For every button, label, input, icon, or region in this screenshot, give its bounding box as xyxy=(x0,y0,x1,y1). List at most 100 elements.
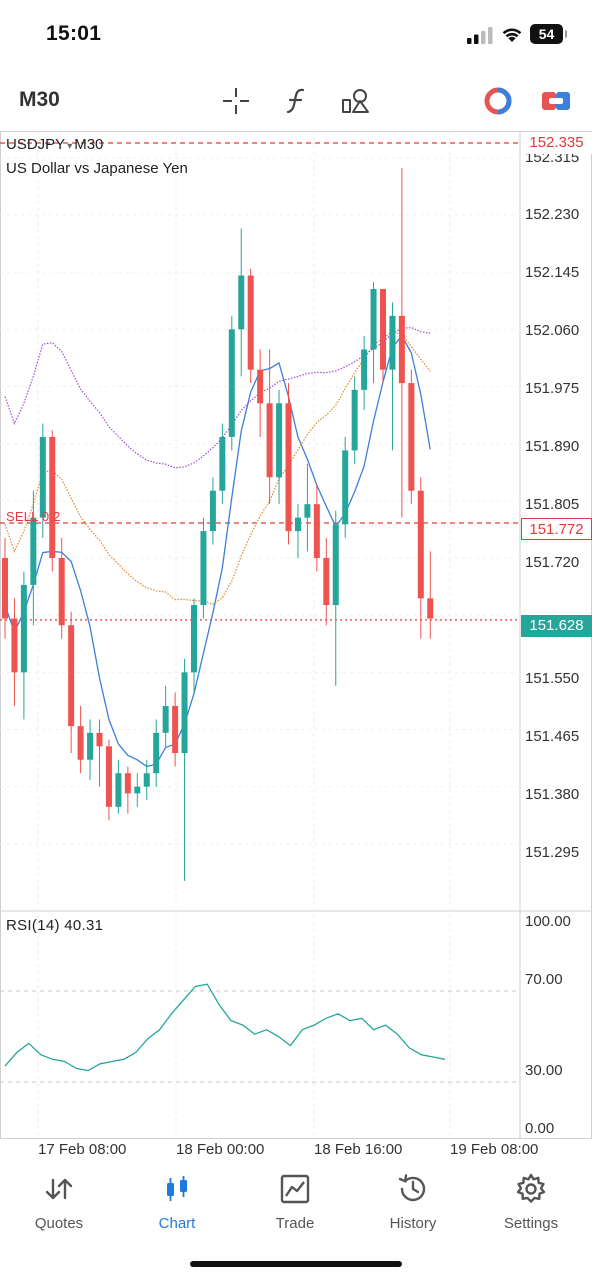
rsi-line xyxy=(4,983,446,1072)
quotes-icon xyxy=(45,1178,73,1200)
candle-body xyxy=(247,275,254,370)
candle-body xyxy=(115,773,122,807)
gear-icon xyxy=(516,1173,546,1203)
nav-history-label: History xyxy=(389,1215,437,1232)
candle-body xyxy=(417,490,424,599)
candle-body xyxy=(266,403,273,478)
moving-average-slow xyxy=(4,326,431,469)
indicators-icon[interactable] xyxy=(281,86,313,116)
price-axis-label: 151.975 xyxy=(525,380,580,397)
nav-chart-label: Chart xyxy=(158,1215,196,1232)
history-icon xyxy=(398,1174,426,1202)
candle-body xyxy=(257,369,264,404)
candle-body xyxy=(380,288,386,370)
candle-body xyxy=(49,436,56,558)
candle-body xyxy=(77,726,84,760)
candle-body xyxy=(370,288,377,350)
nav-history[interactable]: History xyxy=(358,1172,468,1234)
candle-body xyxy=(143,773,150,787)
sell-position-label[interactable]: SELL 0.2 xyxy=(6,509,61,524)
rsi-axis-label: 30.00 xyxy=(525,1062,563,1079)
price-axis-label: 151.890 xyxy=(525,438,580,455)
candle-body xyxy=(87,732,94,760)
candle-body xyxy=(162,705,169,733)
candlestick-chart-icon xyxy=(167,1176,187,1201)
cellular-signal-icon xyxy=(467,27,493,44)
candle-body xyxy=(124,773,131,794)
chevron-down-icon: ▾ xyxy=(67,141,73,152)
moving-average-fast xyxy=(4,334,431,768)
trade-icon xyxy=(280,1174,310,1204)
nav-quotes[interactable]: Quotes xyxy=(4,1172,114,1234)
candle-body xyxy=(351,389,358,451)
candle-body xyxy=(172,705,179,754)
candle-body xyxy=(332,524,339,606)
candle-body xyxy=(228,329,235,437)
candle-body xyxy=(181,672,188,754)
candle-body xyxy=(200,531,207,606)
rsi-indicator-label[interactable]: RSI(14) 40.31 xyxy=(6,917,104,934)
candle-body xyxy=(398,315,405,384)
candle-body xyxy=(39,436,46,518)
candle-body xyxy=(209,490,216,532)
candle-body xyxy=(11,618,18,673)
price-axis-label: 152.145 xyxy=(525,264,580,281)
nav-trade[interactable]: Trade xyxy=(240,1172,350,1234)
candle-body xyxy=(361,349,368,390)
price-axis-label: 151.380 xyxy=(525,786,580,803)
price-axis-label: 151.550 xyxy=(525,670,580,687)
price-axis-label: 152.230 xyxy=(525,206,580,223)
wifi-icon xyxy=(502,28,522,42)
price-axis-label: 152.060 xyxy=(525,322,580,339)
battery-indicator: 54 xyxy=(530,24,567,44)
price-axis-label: 151.465 xyxy=(525,728,580,745)
time-axis-label: 17 Feb 08:00 xyxy=(38,1141,127,1158)
candle-body xyxy=(276,403,283,478)
candle-body xyxy=(58,557,65,626)
bid-price-tag: 151.628 xyxy=(521,615,592,637)
status-time: 15:01 xyxy=(46,22,102,45)
time-axis-label: 19 Feb 08:00 xyxy=(450,1141,539,1158)
candle-body xyxy=(285,403,292,532)
chart-symbol-title[interactable]: USDJPY ▾ M30 xyxy=(6,136,103,153)
candle-body xyxy=(96,732,103,747)
sell-price-tag: 151.772 xyxy=(521,518,592,540)
bottom-navigation: Quotes Chart Trade History Settings xyxy=(0,1168,592,1238)
chart-toolbar: M30 xyxy=(0,76,592,126)
nav-settings[interactable]: Settings xyxy=(476,1172,586,1234)
timeframe-button[interactable]: M30 xyxy=(19,88,60,111)
time-axis-label: 18 Feb 00:00 xyxy=(176,1141,265,1158)
symbol-timeframe: M30 xyxy=(74,136,104,153)
price-axis-label: 151.295 xyxy=(525,844,580,861)
nav-settings-label: Settings xyxy=(503,1215,559,1232)
rsi-axis-label: 100.00 xyxy=(525,913,571,930)
price-axis-label: 151.720 xyxy=(525,554,580,571)
price-axis-label: 151.805 xyxy=(525,496,580,513)
nav-quotes-label: Quotes xyxy=(34,1215,84,1232)
symbol-description: US Dollar vs Japanese Yen xyxy=(6,160,188,177)
nav-trade-label: Trade xyxy=(275,1215,315,1232)
one-click-trading-icon[interactable] xyxy=(482,86,514,116)
nav-chart[interactable]: Chart xyxy=(122,1172,232,1234)
candle-body xyxy=(153,732,160,774)
candle-body xyxy=(313,504,320,558)
symbol-label: USDJPY xyxy=(6,136,66,153)
candle-body xyxy=(389,315,396,370)
candle-body xyxy=(323,557,330,606)
crosshair-icon[interactable] xyxy=(220,86,252,116)
candle-body xyxy=(20,584,27,673)
moving-average-mid xyxy=(4,330,431,605)
candle-body xyxy=(105,746,112,807)
trade-panel-icon[interactable] xyxy=(540,86,572,116)
drawing-objects-icon[interactable] xyxy=(340,86,372,116)
candle-body xyxy=(191,605,197,673)
candle-body xyxy=(294,517,301,532)
price-chart[interactable]: USDJPY ▾ M30 US Dollar vs Japanese Yen SEL… xyxy=(0,131,592,1158)
candle-body xyxy=(219,436,226,491)
chart-canvas[interactable] xyxy=(0,131,592,1141)
time-axis-label: 18 Feb 16:00 xyxy=(314,1141,403,1158)
chart-frame xyxy=(0,131,592,1139)
candle-body xyxy=(134,786,141,794)
candle-body xyxy=(68,625,75,727)
status-bar: 15:01 54 xyxy=(0,0,592,70)
